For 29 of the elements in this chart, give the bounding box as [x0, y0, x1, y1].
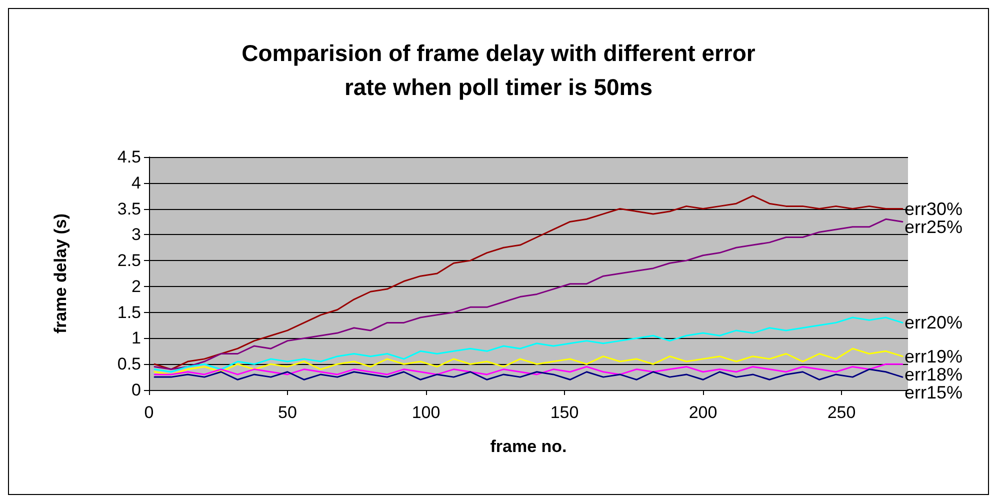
- line-series: [154, 363, 904, 376]
- series-label: err20%: [904, 312, 962, 333]
- line-series: [154, 348, 904, 376]
- y-tick-label: 1.5: [117, 302, 141, 322]
- x-tick-label: 150: [550, 403, 579, 422]
- y-tick-label: 4.5: [117, 148, 141, 166]
- y-axis-title: frame delay (s): [51, 214, 70, 334]
- y-tick-label: 1: [132, 328, 141, 348]
- series-label: err18%: [904, 364, 962, 384]
- y-tick-label: 3: [132, 225, 141, 244]
- x-axis-title: frame no.: [490, 437, 567, 456]
- x-tick-label: 200: [688, 403, 718, 422]
- y-tick-label: 4: [132, 173, 141, 192]
- y-tick-label: 0.5: [117, 354, 141, 374]
- y-tick-label: 3.5: [117, 199, 141, 218]
- line-series: [154, 316, 904, 373]
- y-tick-label: 2: [132, 276, 141, 296]
- x-tick-label: 250: [827, 403, 856, 422]
- y-tick-label: 0: [132, 380, 141, 400]
- x-tick-label: 100: [412, 403, 440, 422]
- y-tick-label: 2.5: [117, 251, 141, 270]
- line-series: [154, 368, 904, 380]
- series-label: err30%: [904, 198, 962, 219]
- series-label: err15%: [904, 382, 962, 402]
- x-tick-label: 0: [144, 403, 154, 422]
- series-label: err19%: [904, 346, 962, 366]
- chart-title: Comparision of frame delay with different error rate when poll timer is 50ms: [242, 40, 756, 100]
- x-tick-label: 50: [278, 403, 297, 422]
- series-label: err25%: [904, 216, 962, 237]
